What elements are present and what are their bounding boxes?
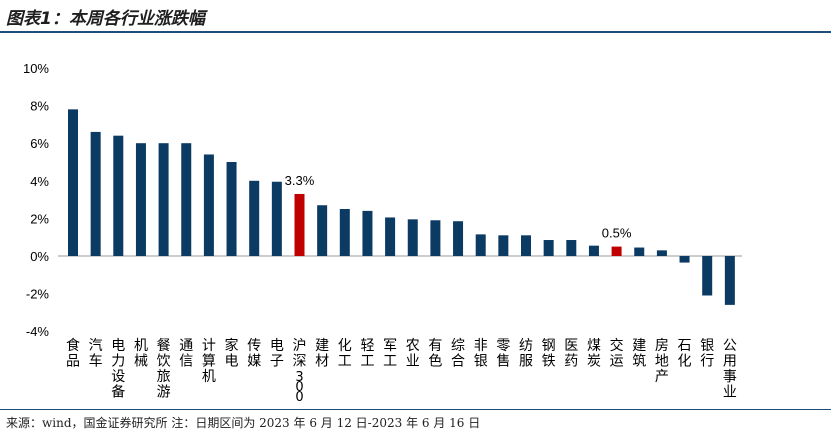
y-tick-label: 0%	[30, 249, 49, 264]
category-label: 石化	[678, 338, 692, 370]
bar-20	[498, 235, 509, 256]
chart-title: 图表1：本周各行业涨跌幅	[6, 9, 205, 29]
bar-15	[385, 217, 396, 256]
y-tick-label: -2%	[26, 287, 50, 302]
bar-22	[543, 240, 554, 256]
category-label: 纺服	[519, 338, 533, 370]
category-label: 化工	[338, 338, 352, 370]
y-tick-label: 4%	[30, 174, 49, 189]
category-label: 汽车	[89, 338, 103, 370]
category-label: 轻工	[360, 338, 374, 370]
data-labels: 3.3% 0.5%	[285, 173, 632, 241]
y-tick-label: 10%	[23, 61, 49, 76]
category-label: 有色	[428, 338, 442, 370]
category-label: 银行	[700, 338, 714, 370]
y-tick-label: 2%	[30, 211, 49, 226]
category-label: 公用事业	[723, 338, 737, 401]
y-axis: -4% -2% 0% 2% 4% 6% 8% 10%	[23, 61, 49, 339]
category-label: 计算机	[202, 338, 216, 385]
category-label: 交运	[610, 337, 624, 370]
category-label: 煤炭	[587, 338, 601, 370]
bar-17	[430, 220, 441, 256]
bar-12	[317, 205, 328, 256]
category-label: 沪深 3 0 0	[293, 338, 307, 405]
bar-24	[588, 245, 599, 256]
category-label: 医药	[564, 338, 578, 370]
data-label: 3.3%	[285, 173, 315, 188]
data-label: 0.5%	[602, 226, 632, 241]
category-label: 建材	[315, 338, 329, 370]
category-label: 非银	[474, 338, 488, 370]
bar-1	[68, 109, 78, 256]
bar-23	[566, 240, 577, 256]
bar-27	[656, 250, 667, 256]
category-label: 钢铁	[542, 338, 556, 370]
bar-14	[362, 210, 373, 256]
bar-3	[113, 135, 124, 256]
bar-7	[203, 154, 214, 256]
footer-divider	[0, 409, 831, 410]
category-label: 综合	[451, 338, 465, 370]
bar-29	[702, 256, 713, 296]
category-label: 零售	[496, 338, 510, 370]
bar-13	[339, 209, 350, 256]
category-label: 传媒	[247, 338, 261, 370]
title-divider	[0, 31, 831, 33]
category-label: 房地产	[655, 338, 669, 385]
source-note: 来源：wind，国金证券研究所 注：日期区间为 2023 年 6 月 12 日-…	[6, 416, 481, 430]
category-label: 电子	[270, 338, 284, 370]
category-label: 机械	[134, 338, 148, 370]
bar-28	[679, 256, 690, 263]
bar-16	[407, 219, 418, 256]
bar-2	[90, 131, 101, 256]
category-label: 农业	[406, 338, 420, 370]
y-tick-label: 6%	[30, 136, 49, 151]
category-label: 食品	[66, 337, 80, 370]
bar-30	[724, 256, 735, 305]
bar-10	[271, 181, 282, 256]
bar-26	[634, 247, 645, 256]
bar-25	[611, 246, 622, 256]
bar-chart: -4% -2% 0% 2% 4% 6% 8% 10% 3.3% 0.5% 食品汽车电力设备机械餐…	[23, 61, 742, 405]
category-label: 家电	[225, 337, 239, 370]
category-label: 军工	[383, 338, 397, 370]
category-label: 餐饮旅游	[157, 338, 171, 401]
category-label: 通信	[179, 338, 193, 370]
bar-8	[226, 162, 237, 256]
y-tick-label: 8%	[30, 99, 49, 114]
y-tick-label: -4%	[26, 324, 50, 339]
bars	[68, 109, 735, 305]
bar-11	[294, 193, 305, 256]
bar-9	[249, 180, 260, 256]
bar-21	[521, 235, 531, 256]
category-label: 电力设备	[111, 338, 125, 401]
category-label: 建筑	[632, 338, 646, 370]
bar-5	[158, 143, 169, 256]
bar-4	[135, 143, 146, 256]
bar-18	[453, 221, 464, 256]
bar-6	[181, 143, 192, 256]
bar-19	[475, 234, 486, 256]
